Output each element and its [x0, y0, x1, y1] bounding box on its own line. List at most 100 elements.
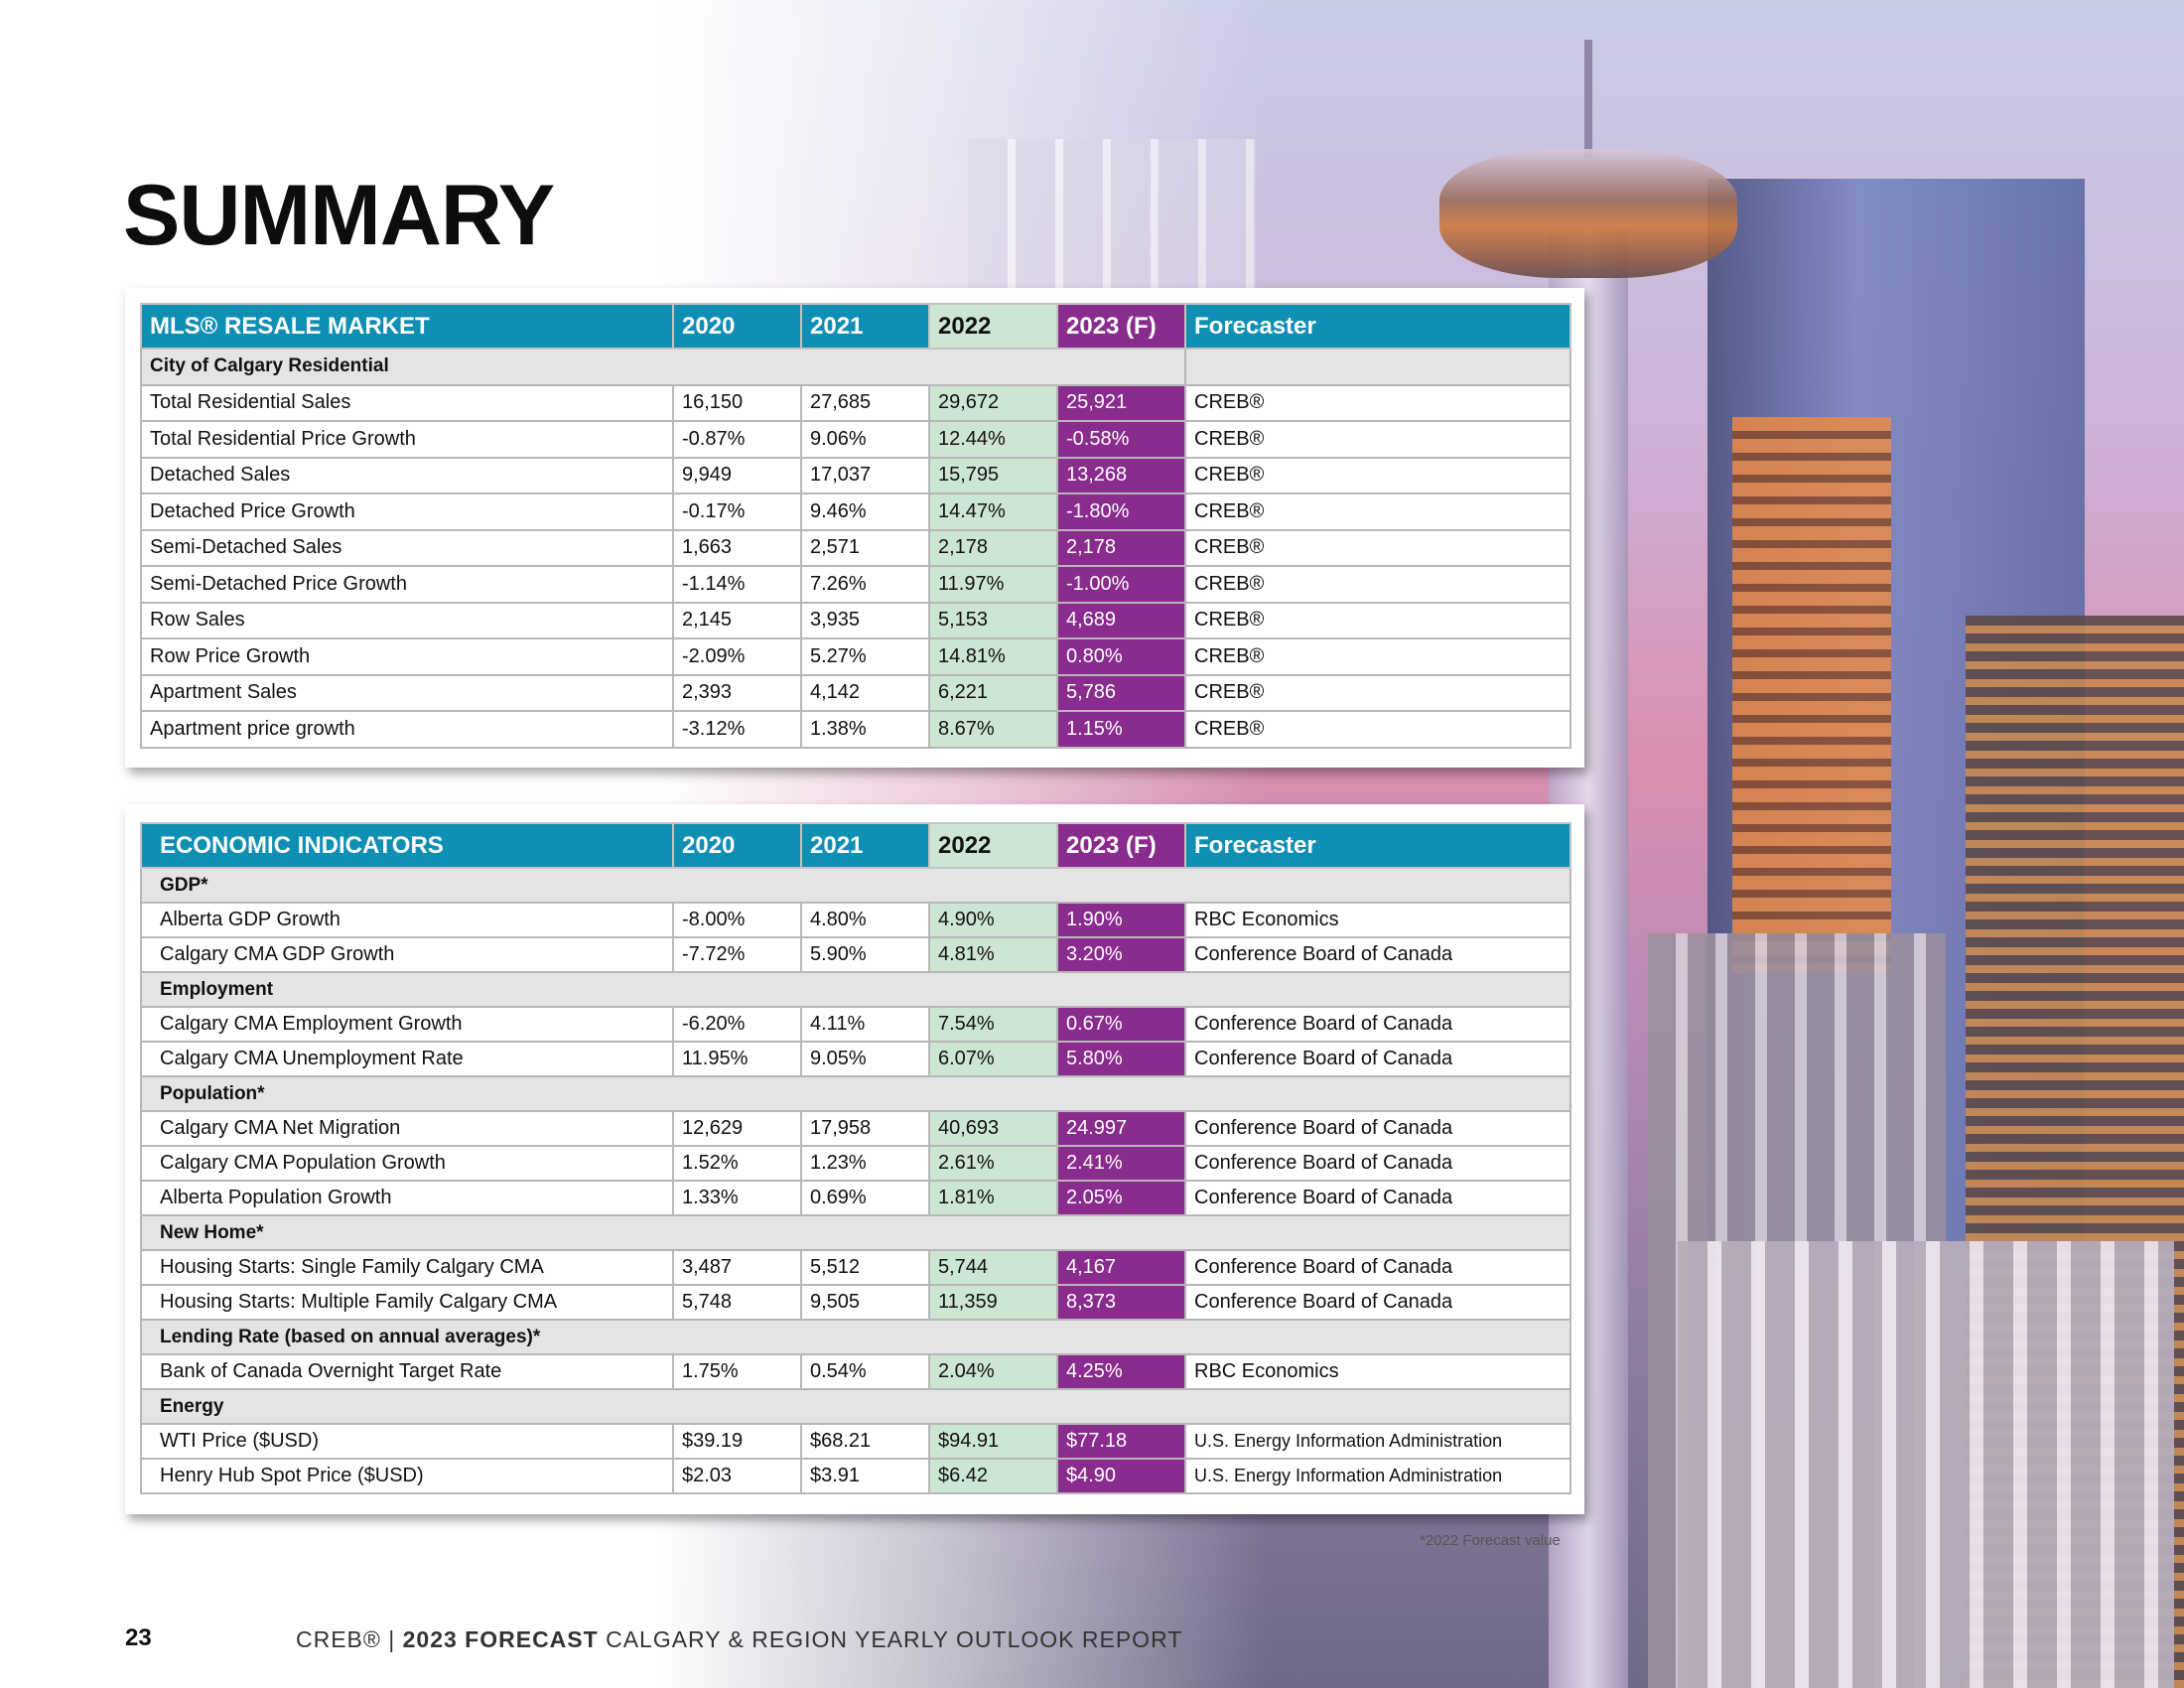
- cell-2021: $3.91: [800, 1458, 930, 1494]
- cell-2023: 8,373: [1056, 1284, 1186, 1321]
- cell-2021: 9.46%: [800, 492, 930, 531]
- cell-2020: 1.33%: [672, 1180, 802, 1216]
- cell-forecaster: Conference Board of Canada: [1184, 1145, 1571, 1182]
- cell-2022: 5,153: [928, 601, 1058, 639]
- section-row: New Home*: [140, 1214, 1571, 1251]
- cell-2023: 2.41%: [1056, 1145, 1186, 1182]
- table-row: Housing Starts: Multiple Family Calgary …: [140, 1284, 1571, 1321]
- cell-forecaster: CREB®: [1184, 420, 1571, 459]
- page-footer: CREB® | 2023 FORECAST CALGARY & REGION Y…: [296, 1626, 1182, 1653]
- cell-label: Alberta GDP Growth: [140, 902, 674, 938]
- table-row: Alberta Population Growth 1.33% 0.69% 1.81%…: [140, 1180, 1571, 1216]
- cell-label: Calgary CMA Net Migration: [140, 1110, 674, 1147]
- cell-2022: $94.91: [928, 1423, 1058, 1460]
- cell-label: Apartment price growth: [140, 710, 674, 749]
- cell-2020: -2.09%: [672, 637, 802, 676]
- section-empty-cell: [1184, 348, 1571, 386]
- cell-2021: 7.26%: [800, 565, 930, 604]
- cell-2020: 16,150: [672, 383, 802, 422]
- cell-label: ECONOMIC INDICATORS: [140, 822, 674, 869]
- cell-label: Semi-Detached Sales: [140, 528, 674, 567]
- footer-brand: CREB®: [296, 1626, 381, 1652]
- cell-2023: $4.90: [1056, 1458, 1186, 1494]
- cell-2023: -0.58%: [1056, 420, 1186, 459]
- cell-label: Total Residential Sales: [140, 383, 674, 422]
- cell-label: Detached Price Growth: [140, 492, 674, 531]
- cell-2023: 0.67%: [1056, 1006, 1186, 1043]
- cell-2023: -1.80%: [1056, 492, 1186, 531]
- table-row: Detached Sales 9,949 17,037 15,795 13,268 CRE…: [140, 456, 1571, 494]
- cell-forecaster: U.S. Energy Information Administration: [1184, 1423, 1571, 1460]
- cell-2022: $6.42: [928, 1458, 1058, 1494]
- table-row: Calgary CMA Net Migration 12,629 17,958 40,…: [140, 1110, 1571, 1147]
- cell-2020: 12,629: [672, 1110, 802, 1147]
- table-row: Semi-Detached Price Growth -1.14% 7.26% 11.…: [140, 565, 1571, 604]
- cell-forecaster: Conference Board of Canada: [1184, 1041, 1571, 1077]
- cell-2023: 5.80%: [1056, 1041, 1186, 1077]
- cell-label: Housing Starts: Single Family Calgary CM…: [140, 1249, 674, 1286]
- cell-2021: 17,037: [800, 456, 930, 494]
- cell-2020: 5,748: [672, 1284, 802, 1321]
- cell-2021: 9.05%: [800, 1041, 930, 1077]
- footer-bold-title: 2023 FORECAST: [402, 1626, 599, 1652]
- section-row: City of Calgary Residential: [140, 348, 1571, 386]
- cell-2020: 2,145: [672, 601, 802, 639]
- cell-2021: 1.38%: [800, 710, 930, 749]
- footer-subtitle: CALGARY & REGION YEARLY OUTLOOK REPORT: [606, 1626, 1183, 1652]
- cell-2022: 2.61%: [928, 1145, 1058, 1182]
- cell-2023: 25,921: [1056, 383, 1186, 422]
- cell-label: Henry Hub Spot Price ($USD): [140, 1458, 674, 1494]
- cell-label: Semi-Detached Price Growth: [140, 565, 674, 604]
- cell-2020: $2.03: [672, 1458, 802, 1494]
- cell-forecaster: Conference Board of Canada: [1184, 1284, 1571, 1321]
- cell-2023: -1.00%: [1056, 565, 1186, 604]
- cell-label: Calgary CMA Employment Growth: [140, 1006, 674, 1043]
- table-header-row: ECONOMIC INDICATORS 2020 2021 2022 2023 (F) F…: [140, 822, 1571, 869]
- cell-2023: 2023 (F): [1056, 303, 1186, 350]
- table-row: Housing Starts: Single Family Calgary CM…: [140, 1249, 1571, 1286]
- cell-2020: 11.95%: [672, 1041, 802, 1077]
- cell-2021: 2021: [800, 822, 930, 869]
- section-label: Lending Rate (based on annual averages)*: [140, 1319, 1571, 1355]
- cell-forecaster: Conference Board of Canada: [1184, 1006, 1571, 1043]
- table-row: Total Residential Price Growth -0.87% 9.06…: [140, 420, 1571, 459]
- cell-2022: 6,221: [928, 673, 1058, 712]
- section-row: GDP*: [140, 867, 1571, 904]
- cell-label: Calgary CMA Population Growth: [140, 1145, 674, 1182]
- table-row: Apartment price growth -3.12% 1.38% 8.67% 1.…: [140, 710, 1571, 749]
- cell-2022: 5,744: [928, 1249, 1058, 1286]
- cell-forecaster: CREB®: [1184, 456, 1571, 494]
- section-label: City of Calgary Residential: [140, 348, 1186, 386]
- cell-2020: 3,487: [672, 1249, 802, 1286]
- section-label: New Home*: [140, 1214, 1571, 1251]
- cell-2021: 5,512: [800, 1249, 930, 1286]
- cell-label: Row Price Growth: [140, 637, 674, 676]
- section-row: Lending Rate (based on annual averages)*: [140, 1319, 1571, 1355]
- cell-forecaster: Forecaster: [1184, 303, 1571, 350]
- cell-2023: 4.25%: [1056, 1353, 1186, 1390]
- footnote: *2022 Forecast value: [1420, 1532, 1561, 1549]
- economic-indicators-panel: ECONOMIC INDICATORS 2020 2021 2022 2023 (F) F…: [125, 804, 1584, 1514]
- cell-2022: 2022: [928, 303, 1058, 350]
- background-tower-mast: [1584, 40, 1592, 159]
- cell-2020: 2020: [672, 822, 802, 869]
- table-row: Total Residential Sales 16,150 27,685 29,67…: [140, 383, 1571, 422]
- cell-2021: 5.90%: [800, 936, 930, 973]
- cell-label: MLS® RESALE MARKET: [140, 303, 674, 350]
- table-row: Calgary CMA Unemployment Rate 11.95% 9.05%…: [140, 1041, 1571, 1077]
- cell-forecaster: RBC Economics: [1184, 902, 1571, 938]
- cell-forecaster: Conference Board of Canada: [1184, 1249, 1571, 1286]
- economic-indicators-table: ECONOMIC INDICATORS 2020 2021 2022 2023 (F) F…: [140, 822, 1571, 1494]
- table-row: Detached Price Growth -0.17% 9.46% 14.47% -1…: [140, 492, 1571, 531]
- cell-2022: 6.07%: [928, 1041, 1058, 1077]
- section-label: Energy: [140, 1388, 1571, 1425]
- mls-resale-market-table: MLS® RESALE MARKET 2020 2021 2022 2023 (F) Fo…: [140, 303, 1571, 749]
- cell-2023: $77.18: [1056, 1423, 1186, 1460]
- background-building-windows: [1732, 417, 1891, 973]
- section-label: Population*: [140, 1075, 1571, 1112]
- cell-forecaster: Conference Board of Canada: [1184, 1110, 1571, 1147]
- cell-2020: 1,663: [672, 528, 802, 567]
- cell-2021: 27,685: [800, 383, 930, 422]
- cell-forecaster: CREB®: [1184, 710, 1571, 749]
- cell-2022: 14.81%: [928, 637, 1058, 676]
